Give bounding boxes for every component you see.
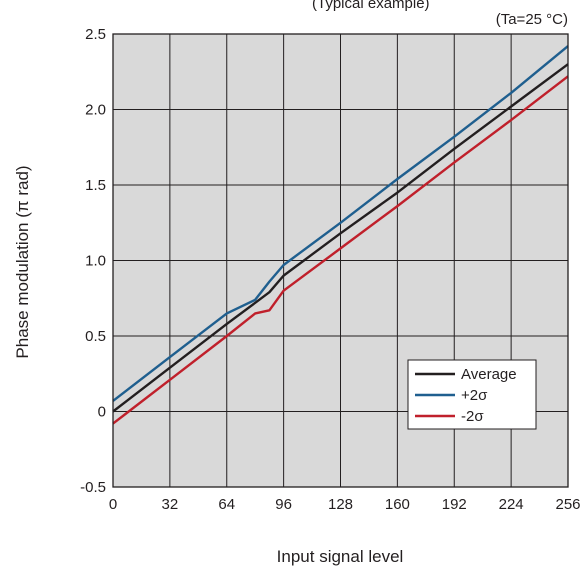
- condition-note: (Ta=25 °C): [496, 11, 568, 28]
- x-tick-label: 192: [442, 496, 467, 513]
- series-line-average: [112, 63, 569, 413]
- x-axis-label: Input signal level: [277, 547, 404, 566]
- y-tick-label: -0.5: [80, 479, 106, 496]
- series-line-2: [112, 75, 569, 425]
- caption-fragment: (Typical example): [312, 0, 430, 12]
- x-tick-label: 32: [162, 496, 179, 513]
- y-tick-label: 2.0: [85, 102, 106, 119]
- x-tick-label: 64: [218, 496, 235, 513]
- x-tick-label: 160: [385, 496, 410, 513]
- y-tick-label: 1.0: [85, 253, 106, 270]
- series-layer: [112, 45, 569, 425]
- y-tick-label: 0.5: [85, 328, 106, 345]
- y-tick-label: 0: [98, 404, 106, 421]
- x-tick-label: 224: [499, 496, 524, 513]
- x-tick-labels: 0 32 64 96 128 160 192 224 256: [109, 496, 581, 513]
- y-tick-label: 1.5: [85, 177, 106, 194]
- x-tick-label: 0: [109, 496, 117, 513]
- x-tick-label: 96: [275, 496, 292, 513]
- legend: Average +2σ -2σ: [407, 359, 537, 430]
- legend-label: -2σ: [461, 408, 484, 425]
- legend-label: +2σ: [461, 387, 488, 404]
- y-tick-label: 2.5: [85, 26, 106, 43]
- x-tick-label: 256: [555, 496, 580, 513]
- plot-frame: [112, 33, 569, 488]
- y-tick-labels: -0.5 0 0.5 1.0 1.5 2.0 2.5: [80, 26, 106, 496]
- series-line-2: [112, 45, 569, 402]
- y-axis-label: Phase modulation (π rad): [13, 165, 32, 358]
- legend-label: Average: [461, 366, 517, 383]
- x-tick-label: 128: [328, 496, 353, 513]
